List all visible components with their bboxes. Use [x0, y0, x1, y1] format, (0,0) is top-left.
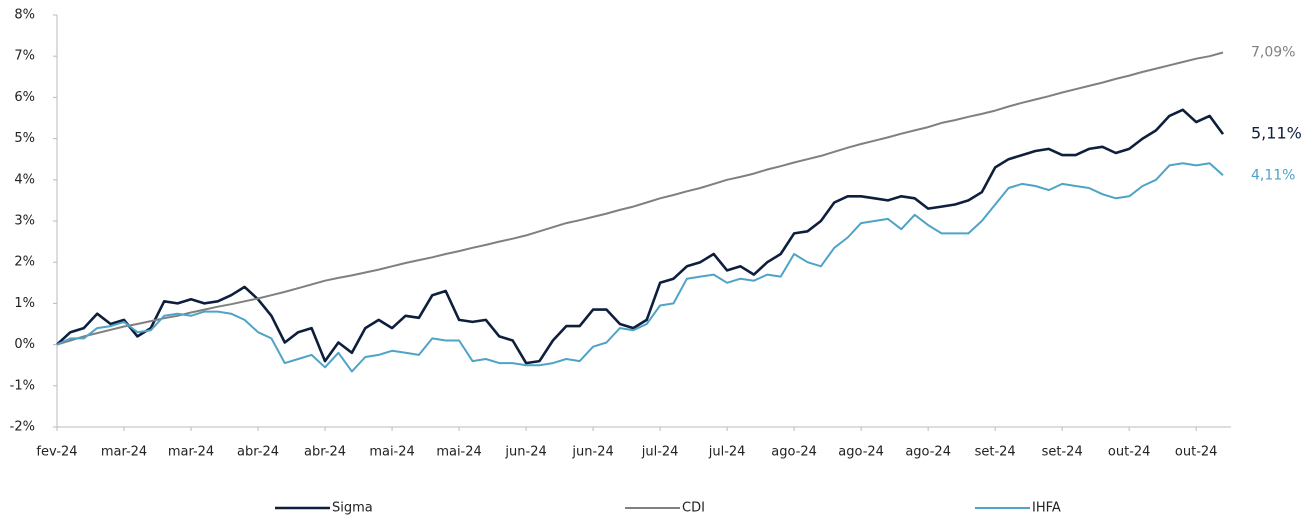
- x-tick-label: mai-24: [436, 445, 481, 460]
- x-tick-label: jun-24: [571, 445, 613, 460]
- x-tick-label: set-24: [975, 445, 1016, 460]
- x-tick-label: ago-24: [905, 445, 951, 460]
- x-tick-label: out-24: [1175, 445, 1218, 460]
- legend-label: Sigma: [332, 501, 373, 516]
- y-tick-label: 1%: [14, 296, 35, 311]
- x-tick-label: jul-24: [708, 445, 746, 460]
- y-tick-label: 5%: [14, 131, 35, 146]
- y-tick-label: 7%: [14, 49, 35, 64]
- x-tick-label: jul-24: [641, 445, 679, 460]
- series-line: [56, 162, 1224, 373]
- x-tick-label: ago-24: [771, 445, 817, 460]
- x-tick-label: fev-24: [36, 445, 77, 460]
- y-tick-label: 2%: [14, 255, 35, 270]
- y-tick-label: -1%: [10, 378, 35, 393]
- x-tick-label: ago-24: [838, 445, 884, 460]
- x-tick-label: mar-24: [101, 445, 147, 460]
- x-tick-label: out-24: [1108, 445, 1151, 460]
- y-tick-label: 4%: [14, 172, 35, 187]
- x-tick-label: mai-24: [369, 445, 414, 460]
- y-tick-label: 6%: [14, 90, 35, 105]
- legend-label: CDI: [682, 501, 705, 516]
- x-tick-label: abr-24: [237, 445, 279, 460]
- end-label: 4,11%: [1251, 167, 1295, 183]
- x-tick-label: mar-24: [168, 445, 214, 460]
- x-tick-label: set-24: [1042, 445, 1083, 460]
- series-line: [56, 108, 1225, 365]
- end-label: 7,09%: [1251, 44, 1295, 60]
- series-line: [56, 51, 1224, 346]
- legend-label: IHFA: [1032, 501, 1061, 516]
- y-tick-label: 0%: [14, 337, 35, 352]
- end-label: 5,11%: [1251, 124, 1302, 143]
- y-tick-label: -2%: [10, 420, 35, 435]
- y-tick-label: 3%: [14, 214, 35, 229]
- y-tick-label: 8%: [14, 8, 35, 23]
- x-tick-label: jun-24: [504, 445, 546, 460]
- x-tick-label: abr-24: [304, 445, 346, 460]
